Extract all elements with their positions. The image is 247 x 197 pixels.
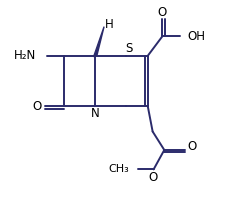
Text: N: N xyxy=(91,107,100,120)
Text: H: H xyxy=(104,18,113,31)
Text: H₂N: H₂N xyxy=(14,49,36,62)
Text: O: O xyxy=(148,171,157,184)
Text: O: O xyxy=(158,6,167,19)
Text: CH₃: CH₃ xyxy=(109,164,129,174)
Text: S: S xyxy=(125,43,132,56)
Text: O: O xyxy=(32,100,42,113)
Polygon shape xyxy=(94,27,104,57)
Text: O: O xyxy=(188,140,197,153)
Text: OH: OH xyxy=(187,30,206,43)
